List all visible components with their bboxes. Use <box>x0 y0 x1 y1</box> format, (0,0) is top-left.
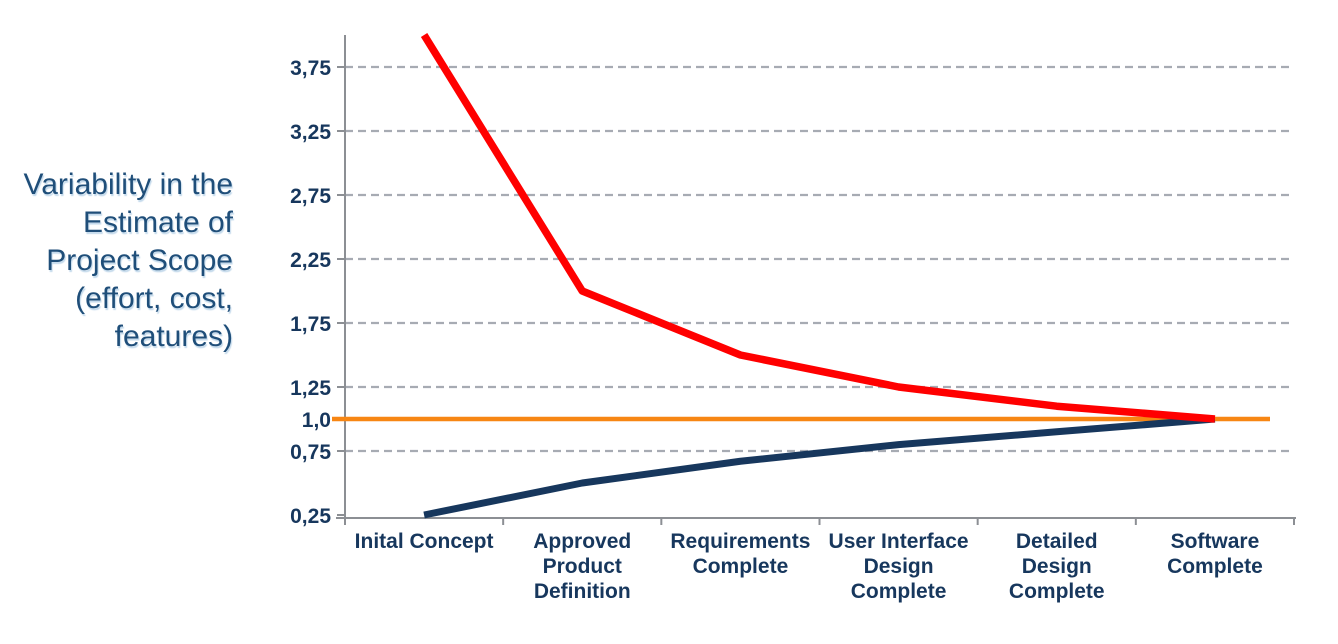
x-category-label: User Interface Design Complete <box>829 530 969 603</box>
y-tick-label: 2,75 <box>290 185 331 208</box>
upper-estimate-line <box>420 33 1216 423</box>
x-category-label: Software Complete <box>1167 530 1263 578</box>
x-category-label-line: Product <box>543 555 622 578</box>
y-tick-label: 1,25 <box>290 377 331 400</box>
y-tick-label: 1,75 <box>290 313 331 336</box>
x-category-label-line: Inital Concept <box>355 530 494 553</box>
lower-estimate-line <box>423 415 1216 519</box>
y-axis-title-line-3: Project Scope <box>46 244 233 277</box>
x-category-label: Approved Product Definition <box>533 530 631 603</box>
x-category-label-line: Complete <box>1167 555 1263 578</box>
x-category-label: Requirements Complete <box>670 530 810 578</box>
y-tick-label: 1,0 <box>302 409 331 432</box>
x-category-label-line: Software <box>1171 530 1260 553</box>
x-category-label-line: Requirements <box>670 530 810 553</box>
x-category-label-line: Approved <box>533 530 631 553</box>
y-axis-title-line-5: features) <box>114 320 233 353</box>
y-tick-label: 0,25 <box>290 505 331 528</box>
y-axis-title-line-1: Variability in the <box>23 168 233 201</box>
x-category-label-line: Complete <box>693 555 789 578</box>
x-category-label-line: Complete <box>1009 580 1105 603</box>
x-category-label-line: Design <box>864 555 934 578</box>
y-tick-label: 2,25 <box>290 249 331 272</box>
x-category-label-line: Design <box>1022 555 1092 578</box>
x-category-label-line: Complete <box>851 580 947 603</box>
y-tick-label: 0,75 <box>290 441 331 464</box>
x-category-label: Detailed Design Complete <box>1009 530 1105 603</box>
y-tick-label: 3,25 <box>290 121 331 144</box>
x-category-label-line: Definition <box>534 580 631 603</box>
y-axis-title-line-4: (effort, cost, <box>75 282 233 315</box>
y-axis-title: Variability in the Estimate of Project S… <box>0 166 233 356</box>
y-axis-title-line-2: Estimate of <box>82 206 233 239</box>
x-category-label-line: User Interface <box>829 530 969 553</box>
y-tick-label: 3,75 <box>290 57 331 80</box>
x-category-label-line: Detailed <box>1016 530 1098 553</box>
x-category-label: Inital Concept <box>355 530 494 553</box>
